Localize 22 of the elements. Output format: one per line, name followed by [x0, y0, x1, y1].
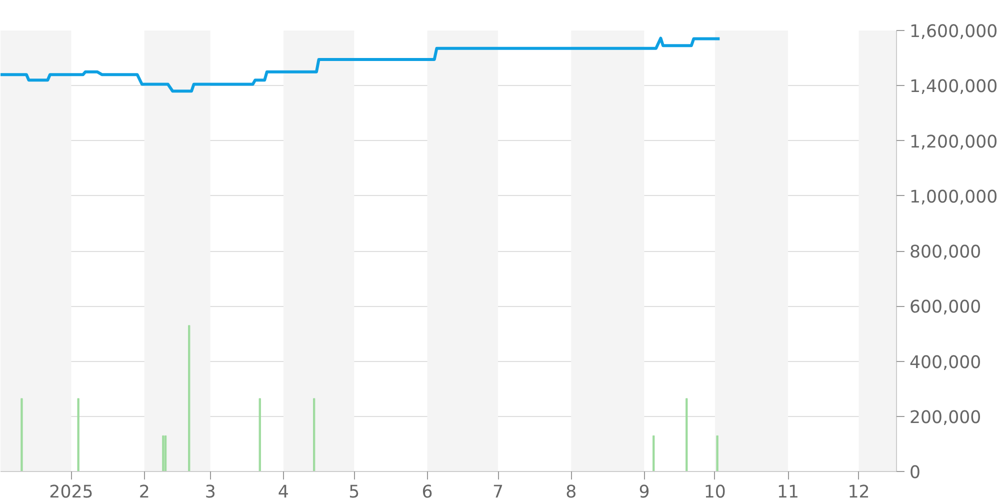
x-tick-label: 4 [278, 482, 289, 500]
x-tick-label: 5 [348, 482, 360, 500]
y-tick-label: 1,400,000 [910, 77, 998, 98]
line-series [0, 36, 722, 93]
x-tick-label: 12 [848, 482, 870, 500]
y-tick-label: 1,600,000 [910, 22, 998, 42]
x-tick-label: 11 [777, 482, 800, 500]
y-tick-label: 1,000,000 [910, 187, 998, 208]
y-tick-label: 600,000 [910, 298, 982, 318]
x-tick-label: 7 [492, 482, 504, 500]
x-tick-label: 6 [422, 482, 433, 500]
x-tick-label: 9 [638, 482, 650, 500]
x-tick-label: 2025 [49, 482, 94, 500]
y-tick-label: 1,200,000 [910, 132, 998, 152]
x-tick-label: 2 [138, 482, 150, 500]
y-tick-label: 800,000 [910, 242, 982, 262]
x-tick-label: 8 [566, 482, 577, 500]
y-tick-label: 400,000 [910, 352, 982, 373]
x-tick-label: 3 [204, 482, 216, 500]
y-tick-label: 200,000 [910, 408, 982, 428]
y-tick-label: 0 [910, 463, 921, 483]
x-tick-label: 10 [704, 482, 726, 500]
